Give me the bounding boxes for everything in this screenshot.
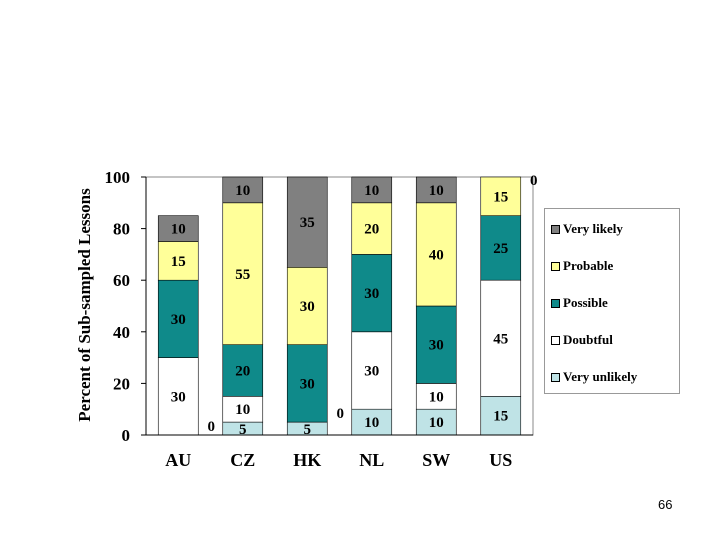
bar-nl-doubtful xyxy=(351,331,393,410)
bar-us-probable xyxy=(480,176,522,217)
y-axis-title: Percent of Sub-sampled Lessons xyxy=(75,188,94,422)
data-label-us-very-likely: 0 xyxy=(530,173,538,189)
data-label-hk-probable: 30 xyxy=(300,299,315,315)
data-label-sw-possible: 30 xyxy=(429,338,444,354)
bar-nl-very-likely xyxy=(351,176,393,204)
bar-nl-possible xyxy=(351,254,393,333)
data-label-au-very-likely: 10 xyxy=(171,222,186,238)
bar-us-possible xyxy=(480,215,522,281)
legend-item-probable: Probable xyxy=(551,258,613,274)
bar-sw-possible xyxy=(415,305,457,384)
data-label-au-probable: 15 xyxy=(171,254,186,270)
data-label-us-very-unlikely: 15 xyxy=(493,409,508,425)
bars-group xyxy=(157,176,522,436)
data-label-sw-doubtful: 10 xyxy=(429,389,444,405)
data-label-cz-probable: 55 xyxy=(235,267,250,283)
data-label-au-very-unlikely: 0 xyxy=(208,419,216,435)
plot-area xyxy=(145,176,534,436)
bar-cz-doubtful xyxy=(222,395,264,423)
legend-item-very-likely: Very likely xyxy=(551,221,623,237)
y-tick-label-80: 80 xyxy=(113,220,130,239)
data-label-us-possible: 25 xyxy=(493,241,508,257)
data-label-nl-doubtful: 30 xyxy=(364,364,379,380)
legend-item-possible: Possible xyxy=(551,295,608,311)
y-tick-label-40: 40 xyxy=(113,323,130,342)
bar-us-very-unlikely xyxy=(480,395,522,436)
data-label-cz-doubtful: 10 xyxy=(235,402,250,418)
y-tick-label-100: 100 xyxy=(105,168,131,187)
legend-swatch-doubtful xyxy=(551,335,560,345)
legend-swatch-possible xyxy=(551,298,560,308)
plot-background xyxy=(145,176,534,436)
y-tick-label-60: 60 xyxy=(113,271,130,290)
legend-swatch-very-unlikely xyxy=(551,372,560,382)
data-labels-group: 0 30 30 15 10 5 10 20 55 10 5 0 30 30 35 10 30 30 20 10 10 10… xyxy=(171,173,538,438)
legend-swatch-very-likely xyxy=(551,224,560,234)
bar-au-doubtful xyxy=(157,357,199,436)
page-number: 66 xyxy=(658,497,673,512)
legend-item-doubtful: Doubtful xyxy=(551,332,613,348)
legend-item-very-unlikely: Very unlikely xyxy=(551,369,637,385)
legend-label-very-likely: Very likely xyxy=(563,221,623,236)
bar-hk-probable xyxy=(286,266,328,345)
x-tick-label-au: AU xyxy=(165,450,191,470)
legend-label-probable: Probable xyxy=(563,258,614,273)
bar-nl-probable xyxy=(351,202,393,255)
y-tick-label-20: 20 xyxy=(113,374,130,393)
bar-nl-very-unlikely xyxy=(351,408,393,436)
legend-label-doubtful: Doubtful xyxy=(563,332,613,347)
data-label-nl-possible: 30 xyxy=(364,286,379,302)
bar-hk-possible xyxy=(286,344,328,423)
data-label-nl-very-unlikely: 10 xyxy=(364,415,379,431)
data-label-cz-very-likely: 10 xyxy=(235,183,250,199)
data-label-sw-very-unlikely: 10 xyxy=(429,415,444,431)
data-label-hk-very-unlikely: 5 xyxy=(304,422,312,438)
x-tick-label-nl: NL xyxy=(359,450,384,470)
data-label-nl-probable: 20 xyxy=(364,222,379,238)
bar-cz-probable xyxy=(222,202,264,345)
data-label-sw-probable: 40 xyxy=(429,247,444,263)
bar-cz-very-likely xyxy=(222,176,264,204)
data-label-hk-possible: 30 xyxy=(300,376,315,392)
data-label-hk-doubtful: 0 xyxy=(337,406,345,422)
bar-sw-very-likely xyxy=(415,176,457,204)
data-label-au-possible: 30 xyxy=(171,312,186,328)
bar-sw-doubtful xyxy=(415,383,457,410)
bar-sw-probable xyxy=(415,202,457,307)
data-label-cz-very-unlikely: 5 xyxy=(239,422,247,438)
x-tick-label-sw: SW xyxy=(422,450,450,470)
data-label-nl-very-likely: 10 xyxy=(364,183,379,199)
data-label-hk-very-likely: 35 xyxy=(300,215,315,231)
bar-cz-possible xyxy=(222,344,264,397)
bar-au-very-likely xyxy=(157,215,199,242)
data-label-cz-possible: 20 xyxy=(235,364,250,380)
x-tick-label-us: US xyxy=(489,450,512,470)
legend-swatch-probable xyxy=(551,261,560,271)
chart-legend: Very likely Probable Possible Doubtful V… xyxy=(544,208,680,394)
bar-hk-very-likely xyxy=(286,176,328,268)
data-label-us-doubtful: 45 xyxy=(493,331,508,347)
bar-au-probable xyxy=(157,241,199,281)
x-tick-label-hk: HK xyxy=(293,450,321,470)
x-tick-label-cz: CZ xyxy=(230,450,255,470)
data-label-sw-very-likely: 10 xyxy=(429,183,444,199)
data-label-au-doubtful: 30 xyxy=(171,389,186,405)
y-tick-label-0: 0 xyxy=(122,426,131,445)
legend-label-very-unlikely: Very unlikely xyxy=(563,369,638,384)
data-label-us-probable: 15 xyxy=(493,189,508,205)
legend-label-possible: Possible xyxy=(563,295,608,310)
